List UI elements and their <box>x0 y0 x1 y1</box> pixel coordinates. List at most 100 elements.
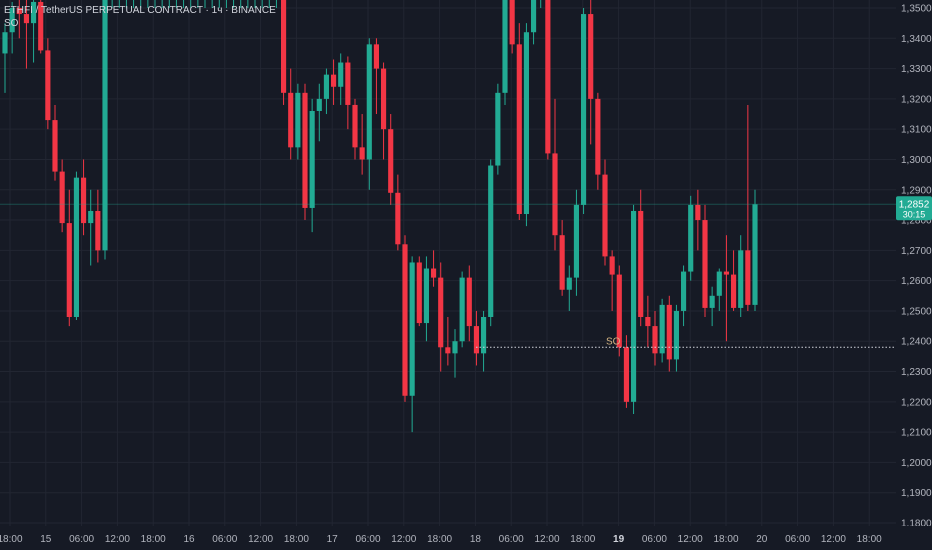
candle-down <box>645 295 651 348</box>
candle-down <box>23 0 29 69</box>
candle-body <box>566 277 572 290</box>
candle-up <box>495 83 501 175</box>
candle-body <box>52 120 58 172</box>
candle-body <box>723 271 729 275</box>
time-tick-label: 18:00 <box>713 534 738 545</box>
price-tick-label: 1,1900 <box>901 488 932 499</box>
candle-up <box>154 0 156 8</box>
candle-body <box>616 274 622 348</box>
candle-body <box>295 92 301 148</box>
price-tick-label: 1,2800 <box>901 216 932 227</box>
candle-body <box>709 295 715 308</box>
candle-body <box>738 250 744 308</box>
candle-up <box>161 0 163 8</box>
price-axis-background[interactable] <box>896 0 932 526</box>
candle-down <box>416 256 422 327</box>
candle-body <box>673 310 679 360</box>
candle-up <box>316 83 322 142</box>
candle-down <box>638 189 644 327</box>
candle-body <box>338 62 344 87</box>
candle-up <box>9 1 15 54</box>
candle-body <box>481 317 487 354</box>
indicator-label[interactable]: SO <box>4 18 19 29</box>
candle-up <box>31 0 37 63</box>
candle-up <box>190 0 192 8</box>
candle-body <box>602 174 608 257</box>
time-tick-label: 18:00 <box>141 534 166 545</box>
candle-up <box>631 204 637 414</box>
price-axis[interactable]: 1,3500 1,3400 1,3300 1,3200 1,3100 1,3000 1,29… <box>901 4 932 530</box>
time-tick-label: 12:00 <box>534 534 559 545</box>
time-tick-label: 06:00 <box>69 534 94 545</box>
candle-up <box>175 0 177 8</box>
time-axis[interactable]: 18:00 15 06:00 12:00 18:00 16 06:00 12:00 18:00 1… <box>0 534 882 545</box>
candle-body <box>523 32 529 215</box>
candle-body <box>573 204 579 278</box>
candle-up <box>140 0 142 8</box>
candle-down <box>473 310 479 366</box>
candle-down <box>95 189 101 263</box>
candle-body <box>452 341 458 354</box>
candle-down <box>509 0 515 54</box>
time-tick-label: 06:00 <box>499 534 524 545</box>
candle-down <box>431 250 437 287</box>
so-level-label: SO <box>606 336 621 347</box>
candle-body <box>559 235 565 290</box>
candle-down <box>545 0 551 160</box>
candle-down <box>609 250 615 311</box>
candle-body <box>752 204 758 305</box>
time-tick-label: 06:00 <box>212 534 237 545</box>
candle-down <box>438 262 444 372</box>
price-tick-label: 1,2900 <box>901 185 932 196</box>
candle-up <box>659 298 665 363</box>
candle-body <box>681 271 687 311</box>
candle-body <box>281 0 287 93</box>
time-tick-label: 19 <box>613 534 625 545</box>
candle-body <box>609 256 615 275</box>
time-tick-label: 12:00 <box>678 534 703 545</box>
candle-up <box>102 0 108 260</box>
candle-up <box>240 0 242 8</box>
time-tick-label: 18:00 <box>0 534 23 545</box>
time-tick-label: 12:00 <box>105 534 130 545</box>
time-tick-label: 18:00 <box>570 534 595 545</box>
candle-body <box>731 274 737 308</box>
candle-up <box>268 0 270 8</box>
candle-up <box>275 0 277 8</box>
candle-body <box>388 129 394 193</box>
symbol-title[interactable]: ETHFI / TetherUS PERPETUAL CONTRACT · 1ч… <box>4 5 276 16</box>
candle-down <box>281 0 287 105</box>
candle-down <box>45 38 51 130</box>
candle-body <box>466 277 472 327</box>
candle-down <box>695 189 701 251</box>
candle-body <box>595 98 601 175</box>
candle-body <box>81 177 87 224</box>
time-axis-background[interactable] <box>0 526 932 550</box>
candle-up <box>566 265 572 311</box>
candle-up <box>247 0 249 8</box>
candle-down <box>331 59 337 105</box>
price-tick-label: 1,2200 <box>901 397 932 408</box>
candle-down <box>66 189 72 327</box>
time-tick-label: 06:00 <box>642 534 667 545</box>
so-level: SO <box>476 336 896 348</box>
price-tick-label: 1,3100 <box>901 125 932 136</box>
candle-body <box>631 210 637 402</box>
candle-up <box>125 0 127 8</box>
time-tick-label: 17 <box>327 534 339 545</box>
time-tick-label: 12:00 <box>821 534 846 545</box>
candle-down <box>616 265 622 357</box>
candle-down <box>288 68 294 160</box>
chart-legend: ETHFI / TetherUS PERPETUAL CONTRACT · 1ч… <box>4 4 276 30</box>
candle-up <box>481 310 487 372</box>
candle-up <box>459 271 465 348</box>
candle-up <box>452 329 458 378</box>
candle-down <box>52 104 58 181</box>
candle-up <box>295 83 301 160</box>
time-tick-label: 15 <box>40 534 52 545</box>
candle-up <box>573 189 579 296</box>
candle-body <box>409 262 415 396</box>
candle-up <box>133 0 135 8</box>
